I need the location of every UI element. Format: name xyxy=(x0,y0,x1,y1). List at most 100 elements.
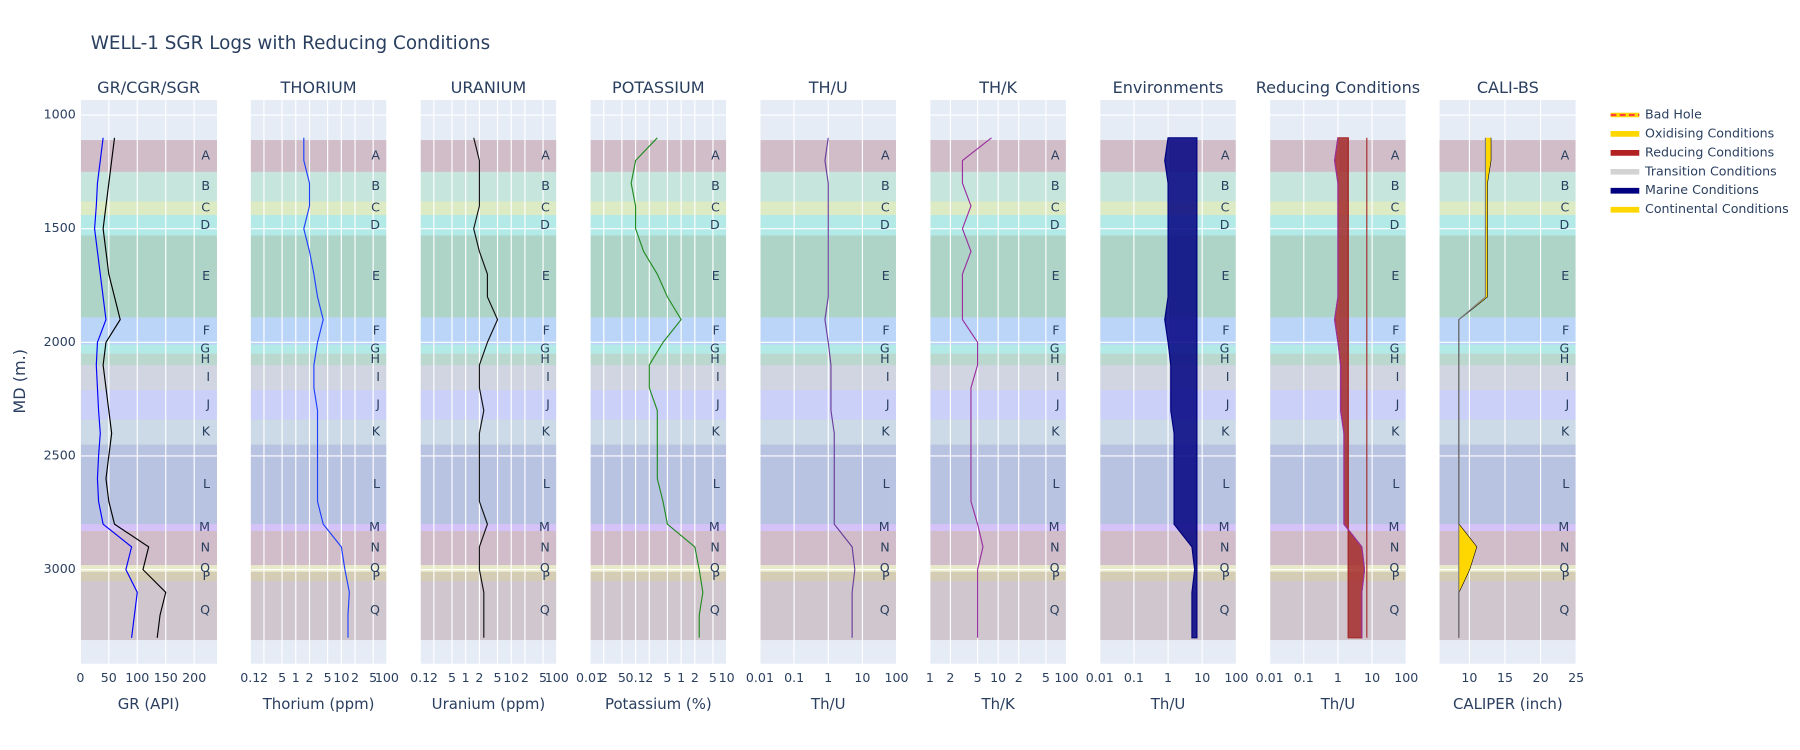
x-tick-label: 10 xyxy=(719,670,735,685)
x-tick-label: 1 xyxy=(1334,670,1342,685)
zone-label: D xyxy=(1050,217,1060,232)
x-axis-label: Th/K xyxy=(980,695,1016,713)
zone-label: A xyxy=(1051,147,1060,162)
zone-label: I xyxy=(1226,369,1230,384)
x-tick-label: 5 xyxy=(278,670,286,685)
zone-label: F xyxy=(373,322,380,337)
zone-label: I xyxy=(716,369,720,384)
zone-label: L xyxy=(713,476,720,491)
zone-label: O xyxy=(540,560,550,575)
zone-label: P xyxy=(1392,568,1400,583)
zone-label: J xyxy=(1225,396,1230,411)
zone-label: K xyxy=(1051,424,1060,439)
zone-label: F xyxy=(1222,322,1229,337)
x-tick-label: 10 xyxy=(503,670,519,685)
zone-label: N xyxy=(880,540,889,555)
zone-label: Q xyxy=(1050,602,1060,617)
zone xyxy=(590,171,727,202)
zone-label: O xyxy=(1050,560,1060,575)
zone-label: K xyxy=(1561,424,1570,439)
x-tick-label: 1 xyxy=(1164,670,1172,685)
zone xyxy=(250,390,387,420)
zone xyxy=(1439,565,1577,572)
zone-label: E xyxy=(372,268,380,283)
x-tick-label: 1 xyxy=(926,670,934,685)
zone-label: P xyxy=(1562,568,1570,583)
legend-label: Transition Conditions xyxy=(1644,163,1777,178)
x-tick-label: 5 xyxy=(369,670,377,685)
legend-label: Marine Conditions xyxy=(1645,182,1759,197)
x-tick-label: 0.01 xyxy=(576,670,604,685)
zone xyxy=(420,571,557,581)
x-axis-label: CALIPER (inch) xyxy=(1453,695,1563,713)
x-tick-label: 1 xyxy=(677,670,685,685)
zone-label: P xyxy=(712,568,720,583)
zone-label: A xyxy=(881,147,890,162)
zone xyxy=(250,571,387,581)
chart-title: WELL-1 SGR Logs with Reducing Conditions xyxy=(91,33,490,54)
zone-label: P xyxy=(1052,568,1060,583)
zone xyxy=(1439,344,1577,354)
zone xyxy=(1439,390,1577,420)
x-tick-label: 5 xyxy=(663,670,671,685)
zone-label: K xyxy=(1391,424,1400,439)
x-tick-label: 10 xyxy=(854,670,870,685)
log-curve xyxy=(303,137,350,638)
zone xyxy=(250,580,387,641)
log-curve xyxy=(1334,137,1366,638)
zone xyxy=(420,171,557,202)
zone-label: C xyxy=(371,200,380,215)
zone-label: E xyxy=(712,268,720,283)
x-axis-label: Potassium (%) xyxy=(605,695,712,713)
zone-label: I xyxy=(206,369,210,384)
zone xyxy=(80,215,217,236)
zone xyxy=(80,353,217,366)
y-tick-label: 2500 xyxy=(44,447,76,462)
zone-label: A xyxy=(1391,147,1400,162)
zone-label: I xyxy=(376,369,380,384)
x-tick-label: 200 xyxy=(182,670,206,685)
zone xyxy=(1439,235,1577,318)
zone-label: L xyxy=(373,476,380,491)
zone-label: N xyxy=(540,540,549,555)
zone xyxy=(80,390,217,420)
zone-label: E xyxy=(1052,268,1060,283)
x-tick-label: 2 xyxy=(260,670,268,685)
x-axis-label: Th/U xyxy=(1150,695,1186,713)
zone-label: L xyxy=(1053,476,1060,491)
x-tick-label: 0.1 xyxy=(1124,670,1144,685)
zone xyxy=(250,419,387,445)
x-tick-label: 2 xyxy=(691,670,699,685)
zone-label: I xyxy=(886,369,890,384)
zone-label: A xyxy=(541,147,550,162)
x-tick-label: 15 xyxy=(1497,670,1513,685)
zone xyxy=(590,571,727,581)
zone-label: M xyxy=(1049,519,1060,534)
zone xyxy=(1439,353,1577,366)
zone xyxy=(250,344,387,354)
x-tick-label: 10 xyxy=(1461,670,1477,685)
zone-label: N xyxy=(1560,540,1569,555)
zone-label: G xyxy=(1559,341,1569,356)
x-tick-label: 100 xyxy=(1394,670,1418,685)
zone-label: O xyxy=(200,560,210,575)
zone-label: G xyxy=(200,341,210,356)
zone-label: E xyxy=(882,268,890,283)
zone xyxy=(250,140,387,172)
zone-label: I xyxy=(1566,369,1570,384)
zone xyxy=(1439,444,1577,525)
y-tick-label: 1500 xyxy=(44,220,76,235)
zone-label: F xyxy=(882,322,889,337)
zone-label: L xyxy=(1562,476,1569,491)
zone-label: J xyxy=(1055,396,1060,411)
zone-label: A xyxy=(1561,147,1570,162)
zone-label: L xyxy=(543,476,550,491)
track-title: CALI-BS xyxy=(1477,78,1539,97)
zone xyxy=(590,215,727,236)
zone-label: O xyxy=(710,560,720,575)
zone-label: O xyxy=(1220,560,1230,575)
zone-label: K xyxy=(881,424,890,439)
zone xyxy=(420,580,557,641)
track-title: THORIUM xyxy=(280,78,357,97)
log-curve xyxy=(473,137,499,638)
